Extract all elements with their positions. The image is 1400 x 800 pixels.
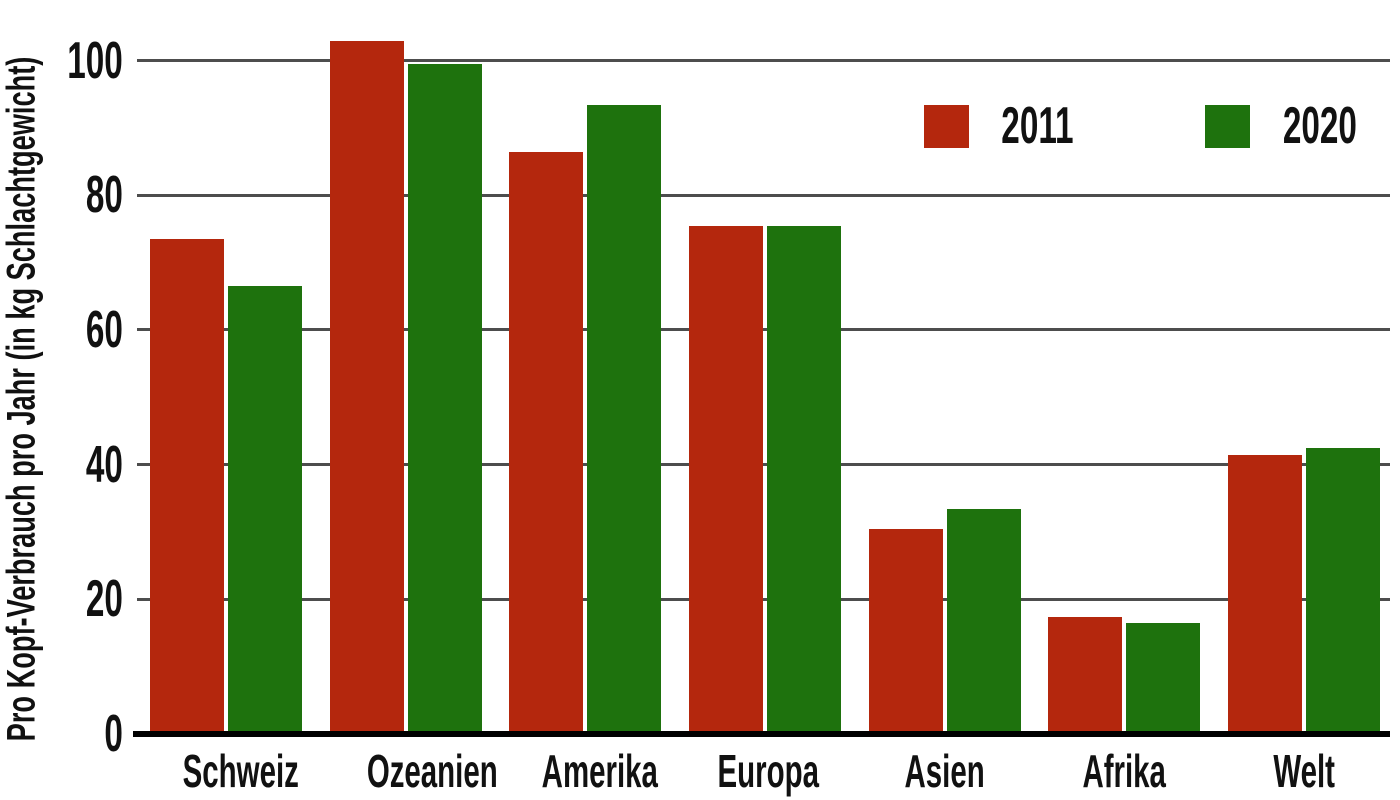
bar-ozeanien-2020 [407,64,482,731]
bar-groups [137,0,1390,731]
y-tick-label-100: 100 [67,31,123,90]
gridline-60 [137,328,1390,332]
legend-label-2020: 2020 [1283,97,1358,155]
y-tick-label-40: 40 [85,435,123,494]
legend-swatch-2020-icon [1205,104,1251,148]
bar-schweiz-2020 [228,286,302,731]
gridline-100 [137,59,1390,62]
legend: 2011 2020 [923,97,1379,155]
bar-group-amerika [509,0,662,731]
bar-europa-2020 [766,226,841,731]
x-label-welt: Welt [1273,745,1335,797]
bar-asien-2020 [946,509,1021,731]
y-tick-label-0: 0 [104,705,123,763]
y-tick-label-20: 20 [85,570,123,629]
bar-afrika-2020 [1126,623,1201,731]
legend-item-2020: 2020 [1205,100,1378,152]
bar-afrika-2011 [1048,617,1123,731]
bar-europa-2011 [688,226,763,731]
x-axis-line [133,731,1390,737]
bar-group-asien [868,0,1021,731]
gridline-40 [137,463,1390,467]
bar-ozeanien-2011 [329,41,404,731]
bar-asien-2011 [868,529,943,731]
x-label-amerika: Amerika [541,745,659,797]
x-label-asien: Asien [904,745,985,797]
bar-schweiz-2011 [150,239,224,731]
legend-item-2011: 2011 [923,97,1094,155]
y-tick-label-60: 60 [85,300,123,359]
bar-amerika-2011 [509,152,584,731]
bar-group-afrika [1048,0,1201,731]
bar-group-europa [688,0,841,731]
x-axis-category-labels: Schweiz Ozeanien Amerika Europa Asien Afrika W… [137,746,1390,796]
bar-welt-2020 [1305,448,1380,731]
x-label-schweiz: Schweiz [182,745,299,797]
gridline-80 [137,193,1390,197]
x-label-europa: Europa [717,745,819,797]
bar-group-schweiz [150,0,302,731]
legend-swatch-2011-icon [923,104,969,148]
gridline-20 [137,597,1390,601]
y-axis-tick-labels: 0 20 40 60 80 100 [0,0,137,800]
bar-group-welt [1227,0,1380,731]
plot-area: Schweiz Ozeanien Amerika Europa Asien Afrika W… [133,0,1390,800]
bar-amerika-2020 [587,105,662,731]
bar-welt-2011 [1227,455,1302,731]
y-tick-label-80: 80 [85,166,123,225]
x-label-afrika: Afrika [1082,745,1166,797]
x-label-ozeanien: Ozeanien [366,745,498,797]
legend-label-2011: 2011 [1000,97,1074,155]
bar-group-ozeanien [329,0,482,731]
